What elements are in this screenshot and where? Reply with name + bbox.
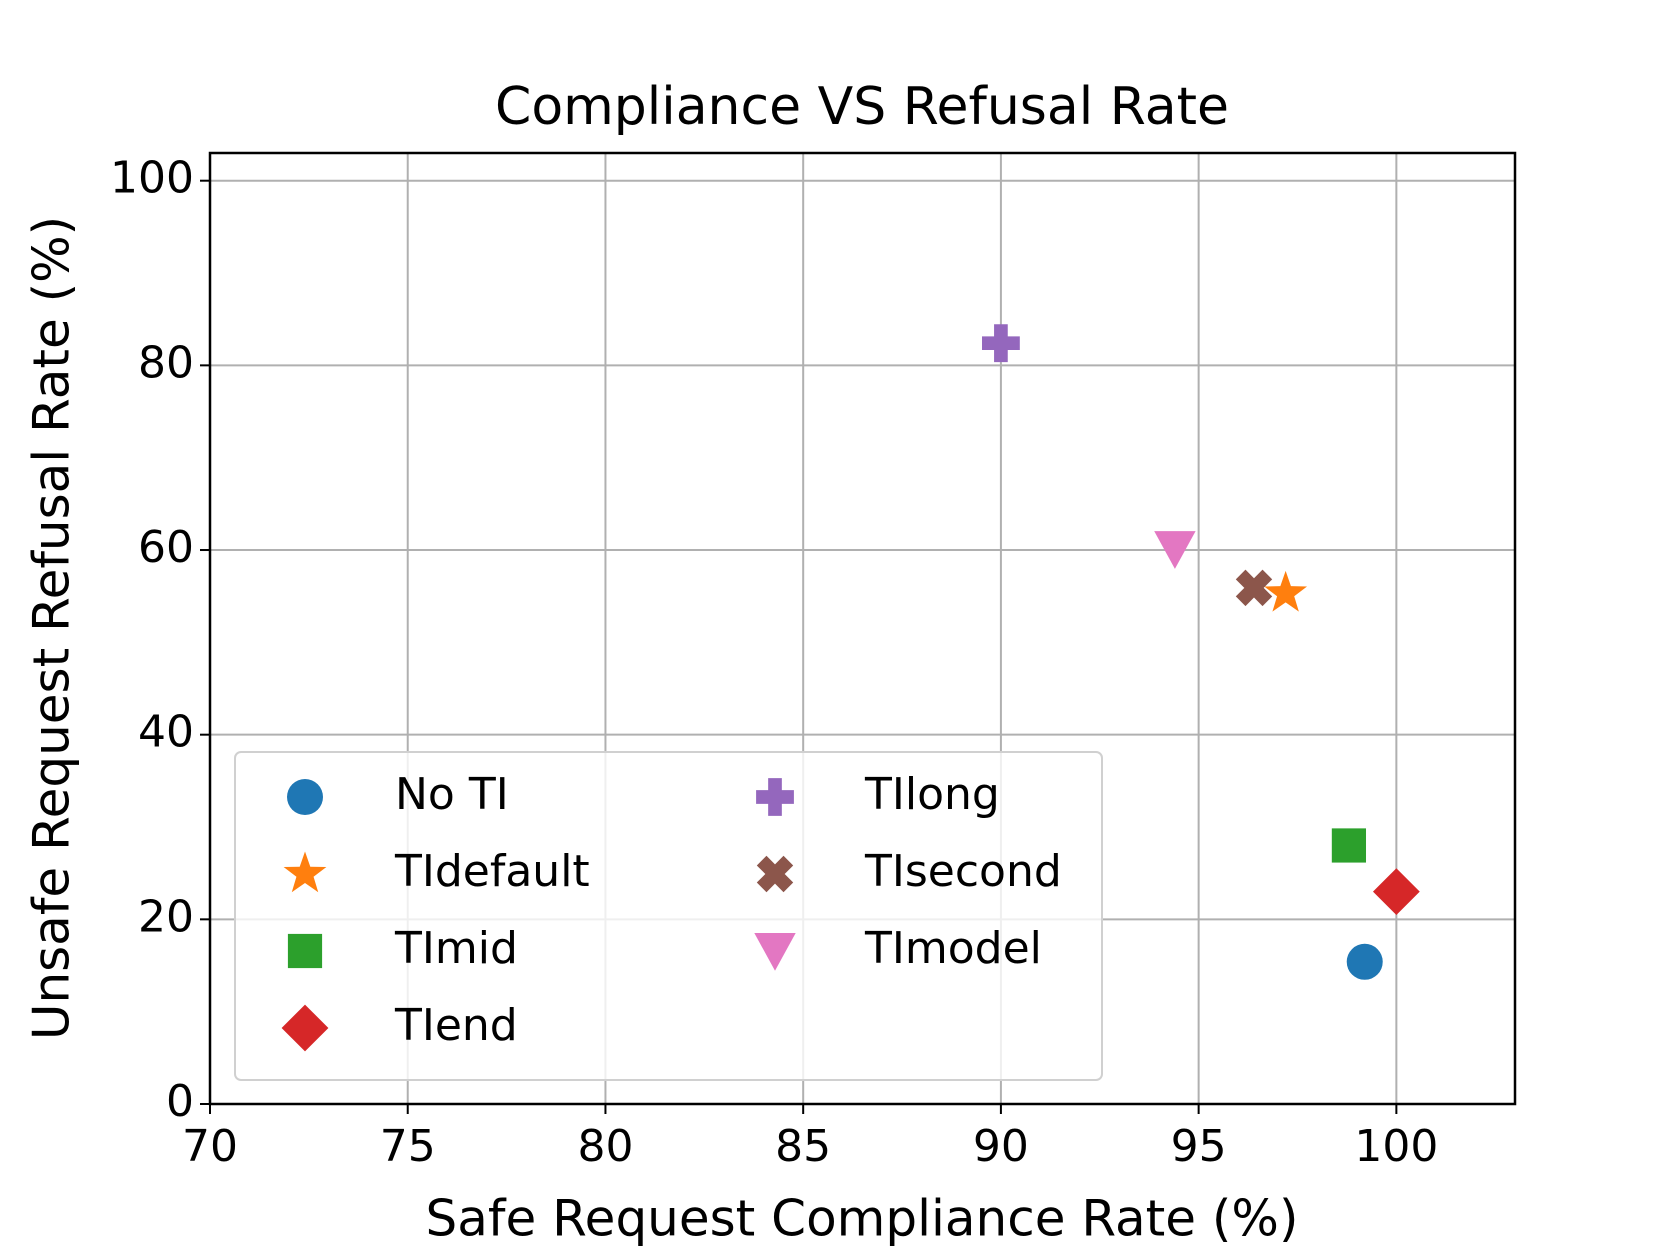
chart-title: Compliance VS Refusal Rate [495, 77, 1229, 137]
x-tick-label: 70 [182, 1121, 238, 1172]
data-point [1346, 943, 1383, 980]
legend-label: TIsecond [864, 846, 1062, 897]
y-tick-label: 40 [138, 707, 194, 758]
legend-marker [754, 933, 796, 971]
y-tick-label: 60 [138, 522, 194, 573]
legend-label: No TI [395, 769, 509, 820]
legend-label: TIlong [864, 769, 1000, 820]
y-tick-label: 80 [138, 337, 194, 388]
plot-frame [208, 151, 1517, 1106]
legend-marker [287, 779, 323, 815]
x-tick-label: 85 [775, 1121, 831, 1172]
legend-marker [281, 1004, 329, 1052]
legend-marker [756, 778, 794, 816]
legend-box [234, 751, 1103, 1081]
y-tick-label: 20 [138, 891, 194, 942]
y-tick-label: 0 [166, 1076, 194, 1127]
legend-label: TImid [394, 923, 518, 974]
legend-label: TIdefault [394, 846, 590, 897]
legend-marker [756, 855, 794, 893]
x-tick-label: 75 [380, 1121, 436, 1172]
legend-label: TIend [394, 1000, 518, 1051]
data-point [1264, 570, 1308, 612]
x-tick-label: 90 [973, 1121, 1029, 1172]
legend-label: TImodel [864, 923, 1042, 974]
x-tick-label: 100 [1354, 1121, 1438, 1172]
legend-marker [283, 851, 327, 893]
y-axis-label: Unsafe Request Refusal Rate (%) [23, 216, 81, 1040]
data-point [1372, 868, 1420, 916]
y-tick-label: 100 [110, 153, 194, 204]
legend-marker [287, 933, 323, 969]
x-axis-label: Safe Request Compliance Rate (%) [426, 1190, 1299, 1246]
x-tick-label: 80 [577, 1121, 633, 1172]
data-point [1235, 569, 1273, 607]
data-point [1154, 531, 1196, 569]
data-point [982, 324, 1020, 363]
x-tick-label: 95 [1171, 1121, 1227, 1172]
data-point [1331, 828, 1367, 863]
